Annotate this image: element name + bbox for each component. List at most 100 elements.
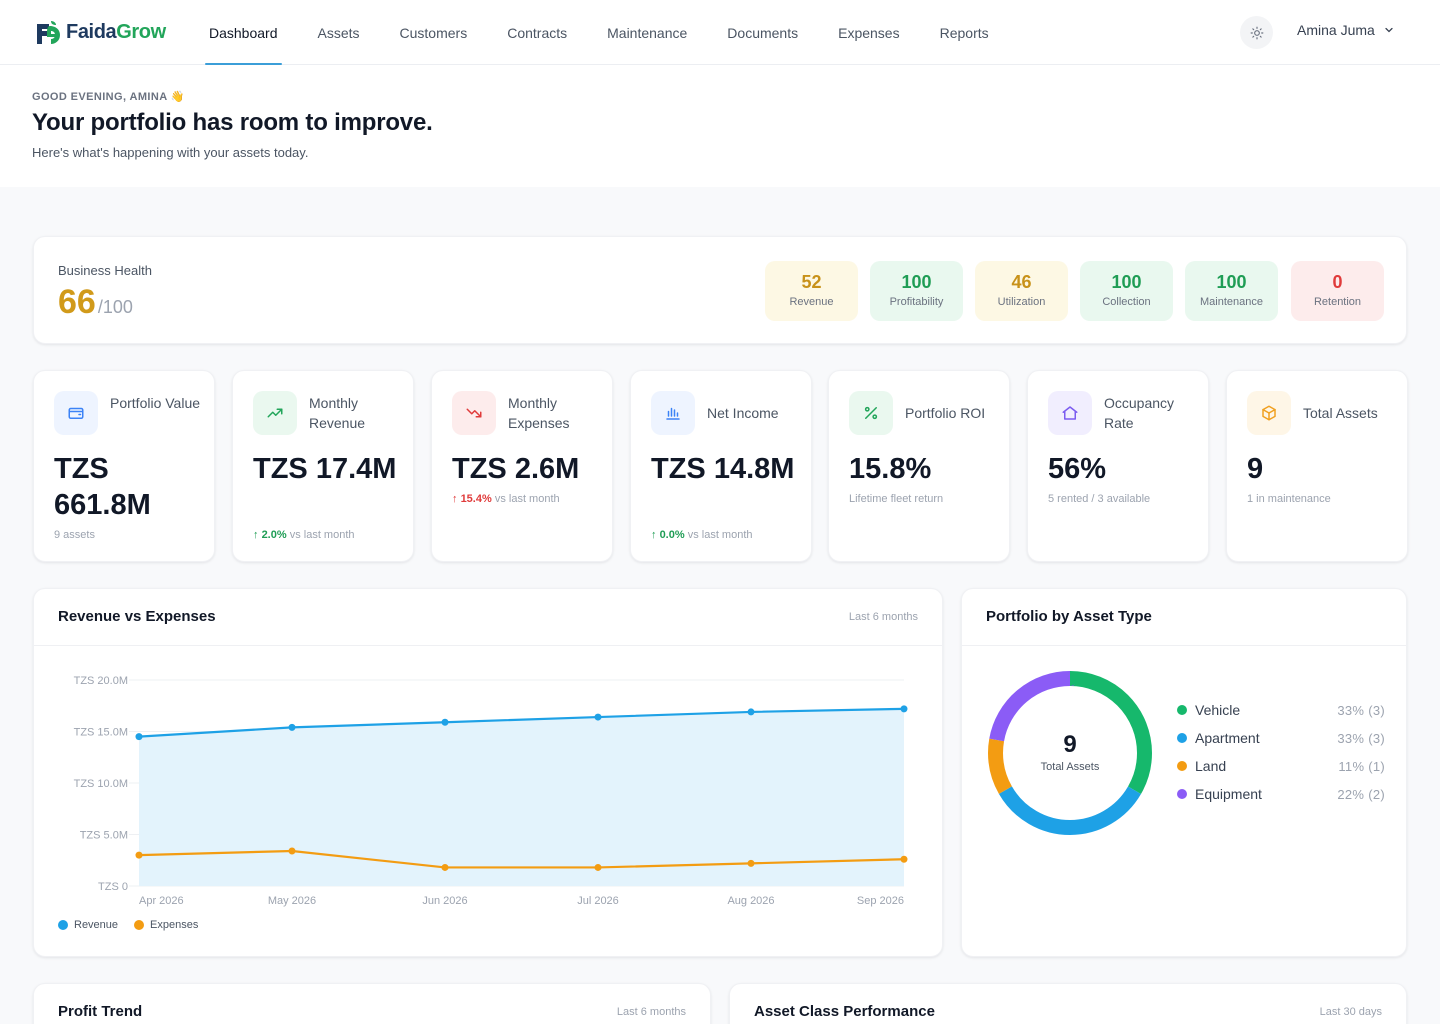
- health-metric-revenue[interactable]: 52 Revenue: [765, 261, 858, 321]
- donut-legend-apartment[interactable]: Apartment 33% (3): [1177, 730, 1385, 746]
- revenue-point[interactable]: [288, 723, 296, 731]
- card-title: Profit Trend: [58, 1003, 143, 1020]
- legend-label: Revenue: [74, 919, 119, 931]
- change-note: vs last month: [687, 529, 753, 541]
- stat-card-occupancy-rate[interactable]: Occupancy Rate 56% 5 rented / 3 availabl…: [1027, 370, 1209, 562]
- expenses-point[interactable]: [594, 863, 602, 871]
- stat-value: 9: [1247, 453, 1264, 485]
- revenue-point[interactable]: [441, 718, 449, 726]
- x-tick-label: May 2026: [268, 895, 316, 907]
- health-label: Business Health: [58, 263, 152, 278]
- nav-link-documents[interactable]: Documents: [727, 24, 799, 41]
- donut-slice-land[interactable]: [988, 671, 1152, 835]
- metric-value: 100: [1216, 272, 1247, 292]
- donut-legend-vehicle[interactable]: Vehicle 33% (3): [1177, 702, 1385, 718]
- sun-icon: [1250, 26, 1263, 39]
- donut-slice-apartment[interactable]: [988, 671, 1152, 835]
- stat-label: Monthly Revenue: [309, 395, 366, 431]
- health-metric-retention[interactable]: 0 Retention: [1291, 261, 1384, 321]
- stat-card-total-assets[interactable]: Total Assets 9 1 in maintenance: [1226, 370, 1408, 562]
- stat-label: Portfolio Value: [110, 395, 201, 411]
- total-assets-label: Total Assets: [1040, 761, 1100, 773]
- stat-card-portfolio-roi[interactable]: Portfolio ROI 15.8% Lifetime fleet retur…: [828, 370, 1010, 562]
- health-metric-collection[interactable]: 100 Collection: [1080, 261, 1173, 321]
- legend-item-expenses[interactable]: Expenses: [134, 919, 198, 931]
- nav-link-customers[interactable]: Customers: [399, 24, 468, 41]
- theme-toggle-button[interactable]: [1240, 16, 1273, 49]
- health-metric-utilization[interactable]: 46 Utilization: [975, 261, 1068, 321]
- metric-label: Revenue: [789, 296, 834, 308]
- nav-link-reports[interactable]: Reports: [939, 24, 989, 41]
- nav-link-expenses[interactable]: Expenses: [838, 24, 900, 41]
- nav-link-dashboard[interactable]: Dashboard: [189, 0, 298, 65]
- user-name: Amina Juma: [1297, 22, 1375, 38]
- expenses-point[interactable]: [900, 855, 908, 863]
- legend-item-revenue[interactable]: Revenue: [58, 919, 118, 931]
- metric-label: Utilization: [997, 296, 1046, 308]
- stat-label: Occupancy Rate: [1104, 395, 1175, 431]
- revenue-point[interactable]: [594, 713, 602, 721]
- stat-change: ↑ 0.0% vs last month: [651, 529, 753, 541]
- nav-link-contracts[interactable]: Contracts: [507, 24, 568, 41]
- nav-link-assets[interactable]: Assets: [317, 24, 360, 41]
- card-title: Revenue vs Expenses: [58, 608, 216, 625]
- expenses-point[interactable]: [747, 859, 755, 867]
- period-label: Last 6 months: [616, 1006, 686, 1018]
- stat-card-monthly-revenue[interactable]: Monthly Revenue TZS 17.4M ↑ 2.0% vs last…: [232, 370, 414, 562]
- legend-swatch: [1177, 733, 1187, 743]
- percent-icon: [849, 391, 893, 435]
- revenue-expenses-chart[interactable]: TZS 0 TZS 5.0M TZS 10.0M TZS 15.0M TZS 20.0M…: [34, 646, 944, 914]
- stat-card-portfolio-value[interactable]: Portfolio Value TZS 661.8M 9 assets: [33, 370, 215, 562]
- stat-card-net-income[interactable]: Net Income TZS 14.8M ↑ 0.0% vs last mont…: [630, 370, 812, 562]
- business-health-card: Business Health 66 /100 52 Revenue 100 P…: [33, 236, 1407, 344]
- legend-value: 22% (2): [1337, 786, 1385, 802]
- revenue-line: [138, 707, 905, 738]
- x-tick-label: Jul 2026: [577, 895, 619, 907]
- stat-label: Monthly Expenses: [508, 395, 570, 431]
- legend-label: Land: [1195, 758, 1227, 774]
- asset-type-donut-chart[interactable]: [986, 669, 1154, 837]
- health-score: 66 /100: [58, 283, 133, 322]
- change-value: 0.0%: [659, 529, 685, 541]
- arrow-up-icon: ↑: [452, 493, 458, 505]
- health-metric-profitability[interactable]: 100 Profitability: [870, 261, 963, 321]
- nav-link-maintenance[interactable]: Maintenance: [607, 24, 688, 41]
- donut-legend-land[interactable]: Land 11% (1): [1177, 758, 1385, 774]
- card-title: Asset Class Performance: [754, 1003, 935, 1020]
- trending-up-icon: [253, 391, 297, 435]
- chevron-down-icon: [1385, 27, 1393, 33]
- trending-down-icon: [452, 391, 496, 435]
- legend-value: 33% (3): [1337, 702, 1385, 718]
- change-note: vs last month: [494, 493, 560, 505]
- brand-name: FaidaGrow: [66, 20, 166, 43]
- metric-label: Profitability: [889, 296, 944, 308]
- revenue-point[interactable]: [747, 708, 755, 716]
- period-label: Last 6 months: [848, 611, 918, 623]
- revenue-point[interactable]: [135, 733, 143, 741]
- donut-slice-equipment[interactable]: [988, 671, 1152, 835]
- change-note: vs last month: [289, 529, 355, 541]
- legend-label: Apartment: [1195, 730, 1260, 746]
- revenue-point[interactable]: [900, 705, 908, 713]
- period-label: Last 30 days: [1319, 1006, 1382, 1018]
- expenses-point[interactable]: [135, 851, 143, 859]
- expenses-point[interactable]: [288, 847, 296, 855]
- page-subtitle: Here's what's happening with your assets…: [32, 145, 309, 160]
- donut-legend-equipment[interactable]: Equipment 22% (2): [1177, 786, 1385, 802]
- nav-links: Dashboard Assets Customers Contracts Mai…: [189, 0, 1009, 65]
- y-tick-label: TZS 0: [98, 881, 128, 893]
- expenses-point[interactable]: [441, 863, 449, 871]
- metric-label: Maintenance: [1200, 296, 1263, 308]
- health-metric-maintenance[interactable]: 100 Maintenance: [1185, 261, 1278, 321]
- legend-value: 33% (3): [1337, 730, 1385, 746]
- stat-card-monthly-expenses[interactable]: Monthly Expenses TZS 2.6M ↑ 15.4% vs las…: [431, 370, 613, 562]
- brand-logo[interactable]: FaidaGrow: [34, 17, 166, 47]
- user-menu[interactable]: Amina Juma: [1297, 22, 1395, 38]
- y-tick-label: TZS 5.0M: [80, 830, 128, 842]
- asset-class-performance-card: Asset Class Performance Last 30 days: [729, 983, 1407, 1024]
- legend-swatch: [58, 920, 68, 930]
- legend-label: Expenses: [150, 919, 199, 931]
- home-icon: [1048, 391, 1092, 435]
- card-header: Revenue vs Expenses Last 6 months: [34, 589, 942, 646]
- health-score-value: 66: [58, 283, 96, 321]
